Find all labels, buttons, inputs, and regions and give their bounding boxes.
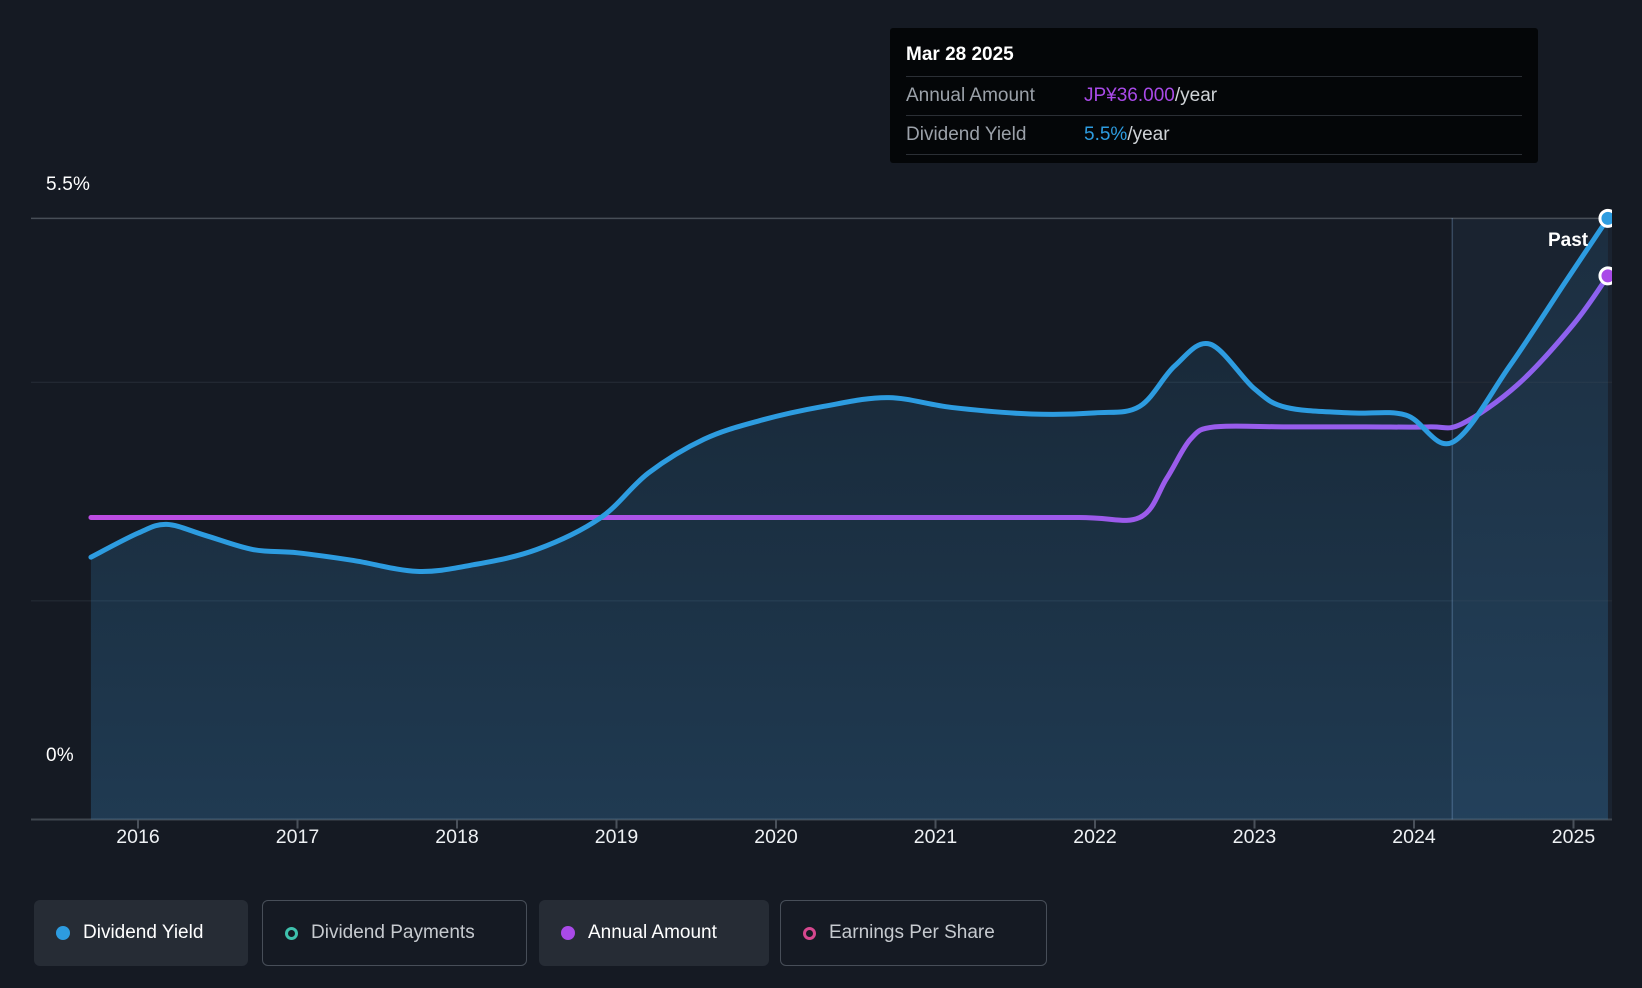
tooltip-suffix: /year (1127, 124, 1170, 145)
legend-button-earnings-per-share[interactable]: Earnings Per Share (780, 900, 1047, 966)
dividend-yield-end-dot (1598, 208, 1612, 228)
legend-label: Dividend Yield (83, 922, 204, 943)
earnings-per-share-ring-icon (803, 926, 816, 940)
x-axis-label-2023: 2023 (1232, 826, 1277, 848)
annual-amount-dot-icon (561, 926, 575, 940)
legend-button-dividend-payments[interactable]: Dividend Payments (262, 900, 527, 966)
x-axis-label-2019: 2019 (594, 826, 639, 848)
legend-label: Dividend Payments (311, 922, 475, 943)
dividend-payments-ring-icon (285, 926, 298, 940)
tooltip-value: JP¥36.000 (1084, 85, 1175, 106)
chart-tooltip: Mar 28 2025 Annual Amount JP¥36.000 /yea… (890, 28, 1538, 163)
tooltip-row-annual-amount: Annual Amount JP¥36.000 /year (906, 77, 1522, 116)
tooltip-label: Dividend Yield (906, 124, 1027, 145)
y-axis-zero-label: 0% (46, 745, 74, 766)
tooltip-suffix: /year (1174, 85, 1218, 106)
x-axis-label-2025: 2025 (1551, 826, 1596, 848)
legend-label: Earnings Per Share (829, 922, 995, 943)
x-axis-label-2018: 2018 (435, 826, 479, 848)
tooltip-value: 5.5% (1084, 124, 1128, 145)
legend-label: Annual Amount (588, 922, 717, 943)
tooltip-date: Mar 28 2025 (906, 34, 1522, 77)
annual-amount-end-dot (1598, 266, 1612, 286)
dividend-yield-dot-icon (56, 926, 70, 940)
legend-button-dividend-yield[interactable]: Dividend Yield (34, 900, 248, 966)
tooltip-label: Annual Amount (906, 85, 1035, 106)
legend-button-annual-amount[interactable]: Annual Amount (539, 900, 769, 966)
annual-amount-line (88, 273, 1611, 523)
y-axis-max-label: 5.5% (46, 174, 91, 195)
past-region-label: Past (1548, 230, 1589, 251)
x-axis-label-2024: 2024 (1392, 826, 1436, 848)
x-axis-label-2020: 2020 (754, 826, 798, 848)
x-axis-label-2016: 2016 (116, 826, 160, 848)
tooltip-row-dividend-yield: Dividend Yield 5.5% /year (906, 116, 1522, 155)
dividend-yield-line (88, 215, 1611, 574)
x-axis-label-2022: 2022 (1073, 826, 1117, 848)
x-axis-label-2021: 2021 (913, 826, 958, 848)
x-axis-label-2017: 2017 (275, 826, 320, 848)
